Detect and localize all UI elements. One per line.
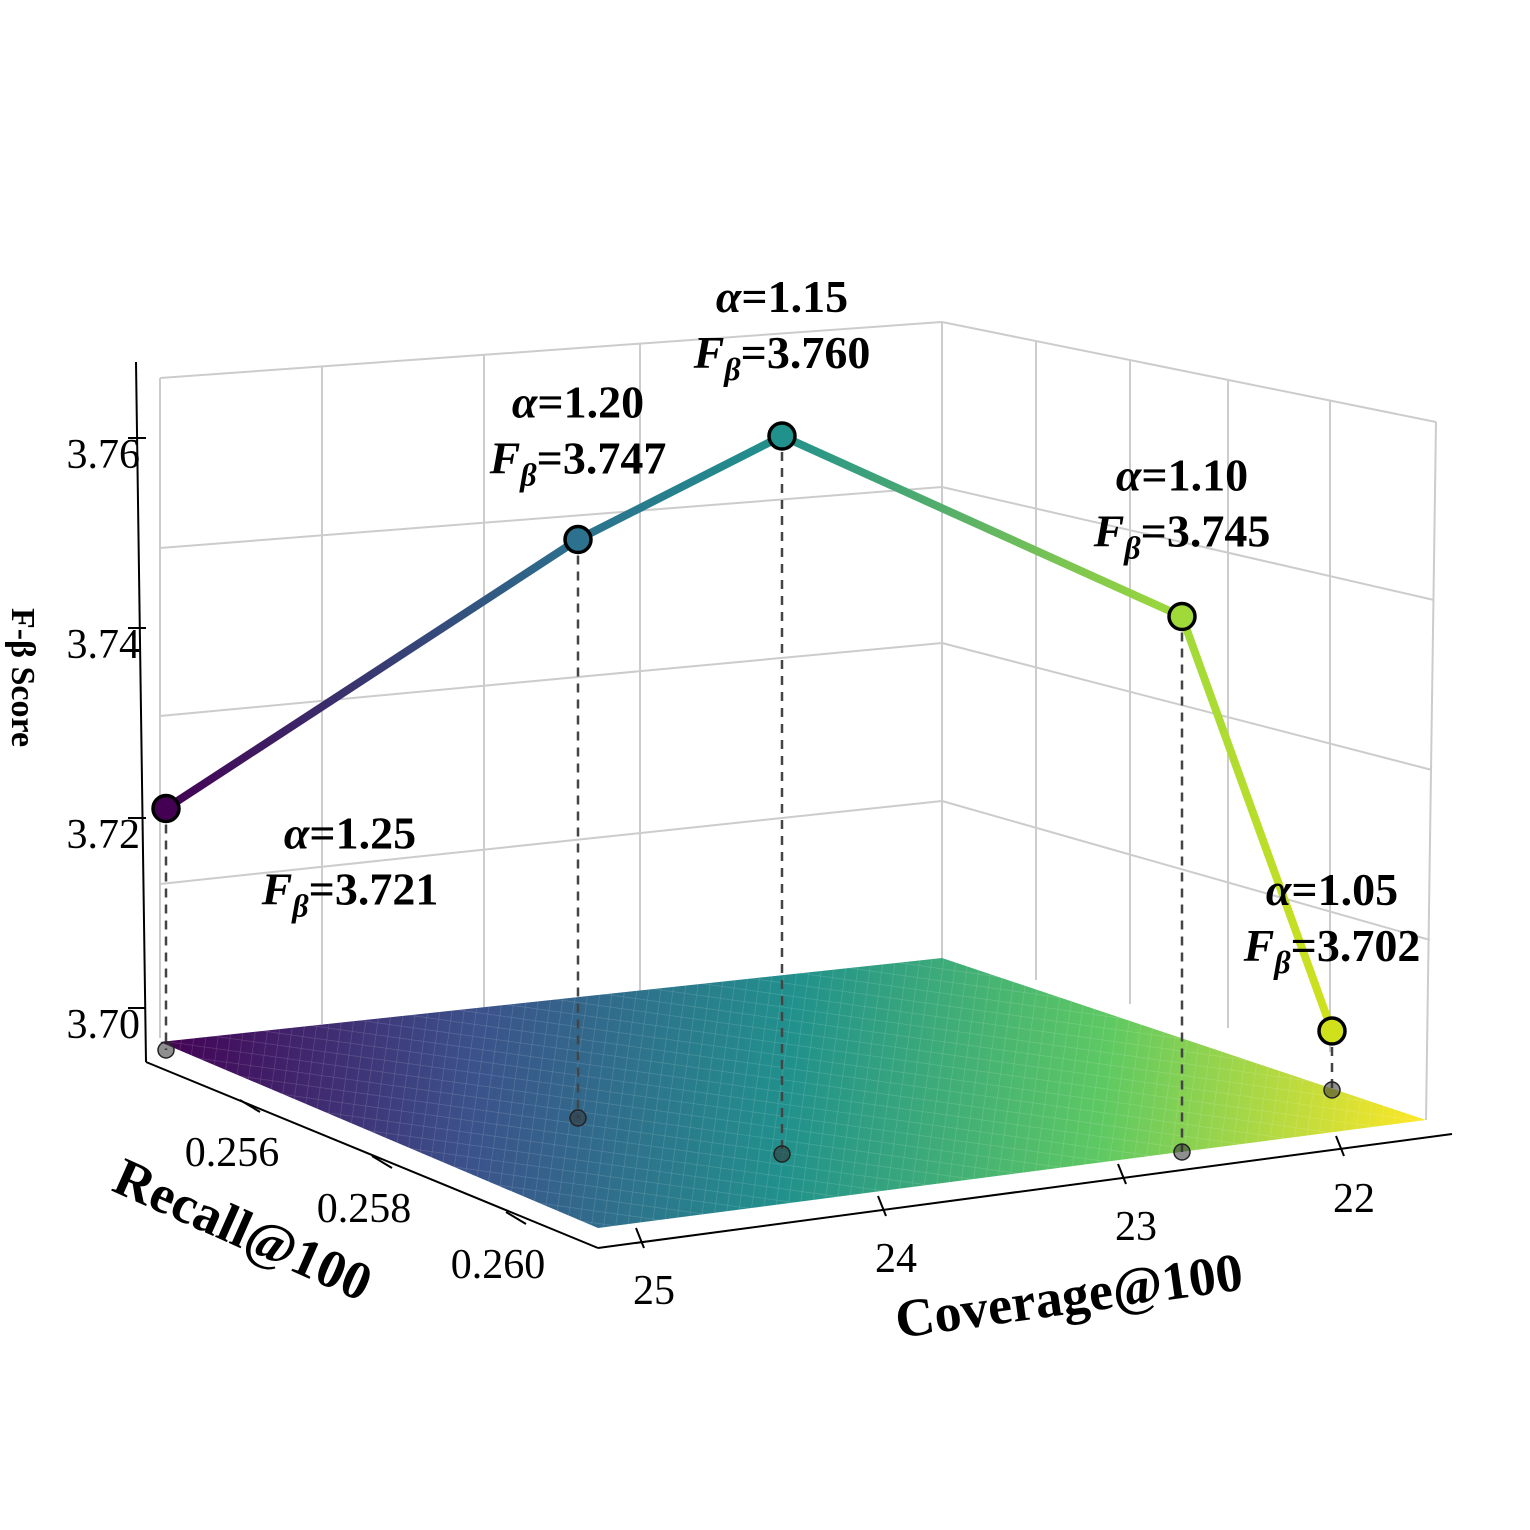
floor-marker [569, 1109, 587, 1127]
z-tick-label: 3.72 [67, 812, 141, 858]
alpha-label: α=1.10 [1116, 450, 1248, 501]
y-tick-label: 0.256 [185, 1130, 280, 1176]
fbeta-label: Fβ=3.760 [693, 327, 871, 387]
alpha-label: α=1.05 [1266, 864, 1398, 915]
series-segment [1178, 612, 1336, 1035]
point-marker [1317, 1016, 1347, 1046]
alpha-label: α=1.20 [512, 377, 644, 428]
grid [159, 321, 1437, 1121]
x-tick-label: 24 [875, 1236, 917, 1282]
x-axis-title: Coverage@100 [891, 1242, 1246, 1350]
fbeta-label: Fβ=3.702 [1243, 920, 1421, 980]
alpha-label: α=1.15 [716, 271, 848, 322]
z-tick-label: 3.70 [67, 1002, 141, 1048]
series-line [162, 432, 1336, 1035]
y-tick [239, 1099, 261, 1113]
x-tick-label: 22 [1333, 1176, 1375, 1222]
y-tick-label: 0.258 [317, 1186, 412, 1232]
point-marker [563, 524, 593, 555]
x-tick [635, 1227, 645, 1249]
y-tick [505, 1211, 527, 1225]
x-tick [1117, 1163, 1127, 1185]
axes [135, 361, 1453, 1249]
y-tick [371, 1155, 393, 1169]
point-marker [1167, 601, 1197, 632]
fbeta-label: Fβ=3.747 [489, 433, 667, 493]
fbeta-label: Fβ=3.745 [1093, 506, 1271, 566]
y-tick-label: 0.260 [451, 1242, 546, 1288]
surface-mesh [160, 958, 1426, 1228]
fbeta-label: Fβ=3.721 [261, 864, 439, 924]
x-tick [1335, 1135, 1345, 1157]
floor-marker [1173, 1143, 1191, 1161]
x-tick [877, 1195, 887, 1217]
y-axis: 0.256 0.258 0.260 [185, 1099, 546, 1288]
floor-marker [157, 1041, 175, 1059]
z-axis-title: F-β Score [4, 608, 41, 747]
series-segment [162, 535, 582, 813]
x-axis: 25 24 23 22 [633, 1135, 1375, 1314]
x-tick-label: 23 [1115, 1204, 1157, 1250]
series-segment [778, 432, 1186, 621]
markers [151, 421, 1347, 1046]
z-tick-label: 3.76 [67, 432, 141, 478]
point-marker [767, 421, 797, 451]
floor-marker [1323, 1081, 1341, 1099]
series-segment [574, 432, 786, 544]
z-axis: 3.70 3.72 3.74 3.76 [67, 432, 146, 1048]
alpha-label: α=1.25 [284, 808, 416, 859]
floor-marker [773, 1145, 791, 1163]
x-tick-label: 25 [633, 1268, 675, 1314]
drop-lines [157, 436, 1341, 1163]
point-marker [151, 793, 181, 824]
z-tick-label: 3.74 [67, 622, 141, 668]
annotations: α=1.25Fβ=3.721α=1.20Fβ=3.747α=1.15Fβ=3.7… [261, 271, 1421, 980]
